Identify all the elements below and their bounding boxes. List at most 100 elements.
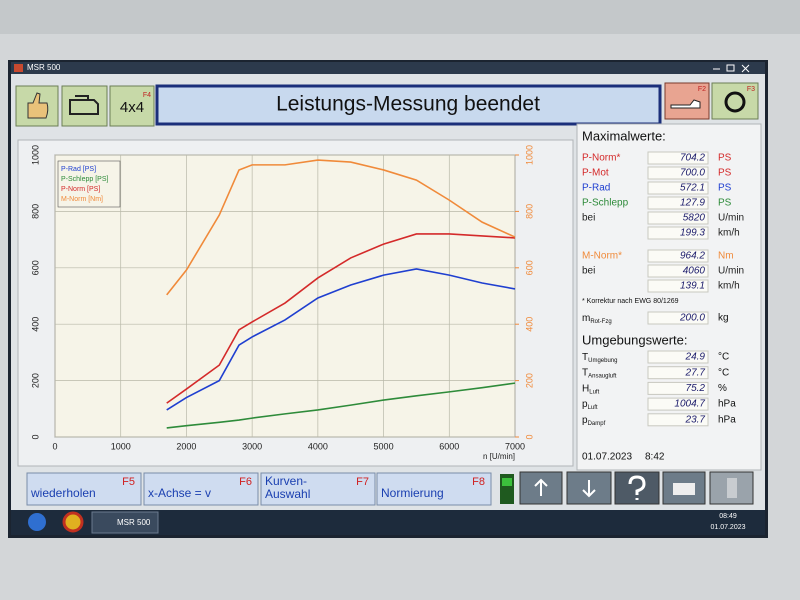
row-label: pLuft — [582, 399, 598, 411]
row-unit: U/min — [718, 213, 744, 224]
x-axis-label: n [U/min] — [483, 452, 515, 461]
legend-box — [57, 160, 121, 208]
value-box — [647, 211, 709, 225]
label-main: m — [582, 313, 590, 324]
y2-tick-label: 1000 — [524, 145, 534, 165]
date: 01.07.2023 — [582, 452, 632, 463]
function-key-label: x-Achse = v — [148, 486, 211, 500]
thumb-icon — [27, 92, 49, 119]
label-main: p — [582, 414, 588, 425]
row-unit: hPa — [718, 399, 736, 410]
x-tick-label: 1000 — [111, 441, 131, 451]
row-unit: PS — [718, 198, 732, 209]
row-label: bei — [582, 213, 595, 224]
function-key-code: F5 — [122, 476, 135, 488]
function-key-label: Kurven- — [265, 474, 307, 488]
car-button[interactable] — [664, 82, 710, 120]
row-unit: PS — [718, 183, 732, 194]
label-sub: Ansaugluft — [588, 373, 617, 379]
row-value: 700.0 — [680, 168, 705, 179]
value-box — [647, 196, 709, 210]
value-box — [647, 279, 709, 293]
max-title: Maximalwerte: — [582, 128, 666, 143]
value-box — [647, 311, 709, 325]
label-sub: Dampf — [588, 420, 606, 426]
row-value: 139.1 — [680, 281, 705, 292]
x-tick-label: 3000 — [242, 441, 262, 451]
4wd-button[interactable] — [109, 85, 155, 127]
value-box — [647, 151, 709, 165]
exit-icon — [727, 478, 737, 498]
row-label: P-Norm* — [582, 153, 620, 164]
values: P-Norm* 704.2 PS P-Mot 700.0 PS P-Rad 572.1 PS P-… — [582, 151, 744, 426]
legend-entry: P-Norm [PS] — [61, 186, 100, 193]
function-key-label: Normierung — [381, 486, 444, 500]
row-label: P-Schlepp — [582, 198, 629, 209]
series-line — [166, 382, 516, 429]
row-label: P-Rad — [582, 183, 610, 194]
taskbar-app-label: MSR 500 — [117, 518, 151, 527]
close[interactable] — [741, 64, 750, 73]
brake-button[interactable] — [711, 82, 759, 120]
y2-tick-label: 800 — [524, 204, 534, 219]
row-label: pDampf — [582, 414, 606, 426]
row-value: 199.3 — [680, 228, 705, 239]
engine-button[interactable] — [61, 85, 108, 127]
function-key-code: F6 — [239, 476, 252, 488]
y-tick-label: 0 — [30, 434, 40, 439]
led-on — [502, 478, 512, 486]
row-label: HLuft — [582, 383, 600, 395]
clock-date: 01.07.2023 — [710, 524, 745, 531]
function-key-label: Auswahl — [265, 487, 310, 501]
window-title: MSR 500 — [27, 63, 61, 72]
row-value: 964.2 — [680, 251, 705, 262]
row-value: 572.1 — [680, 183, 705, 194]
label-main: p — [582, 399, 588, 410]
label-sub: Rot-Fzg — [590, 319, 611, 325]
y-tick-label: 600 — [30, 260, 40, 275]
row-label: TUmgebung — [582, 352, 617, 364]
legend-entry: P-Rad [PS] — [61, 166, 96, 173]
function-key[interactable] — [143, 472, 259, 506]
value-box — [647, 226, 709, 240]
function-key-code: F7 — [356, 476, 369, 488]
function-key[interactable] — [260, 472, 376, 506]
row-unit: km/h — [718, 228, 740, 239]
x-tick-label: 7000 — [505, 441, 525, 451]
label-main: H — [582, 383, 589, 394]
app-icon — [14, 64, 23, 72]
row-value: 27.7 — [685, 367, 706, 378]
browser-icon[interactable] — [62, 511, 84, 533]
4wd-label: 4x4 — [120, 99, 144, 116]
taskbar-app[interactable] — [91, 511, 159, 534]
row-unit: U/min — [718, 266, 744, 277]
maximize[interactable] — [726, 64, 735, 72]
y2-tick-label: 200 — [524, 373, 534, 388]
start-button[interactable] — [28, 513, 46, 531]
row-value: 200.0 — [679, 313, 705, 324]
time: 8:42 — [645, 452, 665, 463]
row-value: 23.7 — [685, 414, 706, 425]
legend-entry: P-Schlepp [PS] — [61, 176, 109, 183]
label-sub: Luft — [588, 405, 598, 411]
status-header — [155, 84, 662, 126]
row-value: 1004.7 — [674, 399, 705, 410]
row-value: 5820 — [683, 213, 706, 224]
row-unit: km/h — [718, 281, 740, 292]
label-sub: Umgebung — [588, 358, 617, 364]
down-icon — [582, 480, 596, 498]
x-tick-label: 0 — [52, 441, 57, 451]
row-unit: hPa — [718, 414, 736, 425]
function-key[interactable] — [26, 472, 142, 506]
label-main: T — [582, 352, 588, 363]
x-tick-label: 2000 — [176, 441, 196, 451]
series-line — [166, 268, 516, 411]
function-keys: F5 wiederholen F6 x-Achse = v F7 Kurven-Auswa… — [26, 472, 492, 506]
function-key-code: F8 — [472, 476, 485, 488]
function-key[interactable] — [376, 472, 492, 506]
row-value: 4060 — [683, 266, 706, 277]
print-icon — [673, 483, 695, 495]
y2-tick-label: 400 — [524, 317, 534, 332]
